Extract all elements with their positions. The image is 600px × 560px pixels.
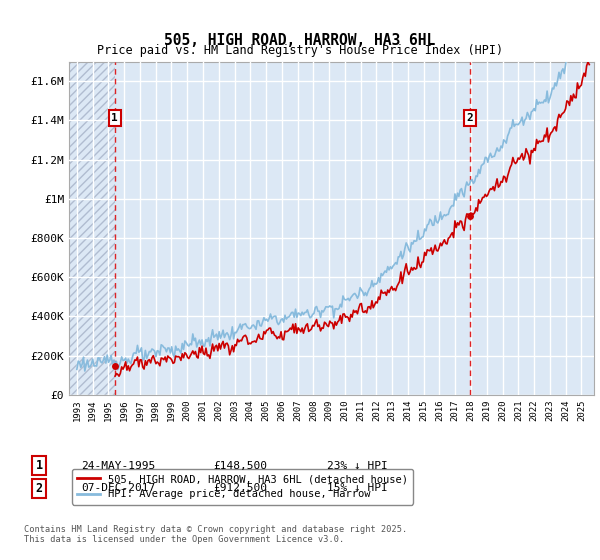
Text: Contains HM Land Registry data © Crown copyright and database right 2025.
This d: Contains HM Land Registry data © Crown c…	[24, 525, 407, 544]
Text: 24-MAY-1995: 24-MAY-1995	[81, 461, 155, 471]
Text: £912,500: £912,500	[213, 483, 267, 493]
Bar	[69, 62, 115, 395]
Text: 07-DEC-2017: 07-DEC-2017	[81, 483, 155, 493]
Text: 2: 2	[467, 113, 473, 123]
Legend: 505, HIGH ROAD, HARROW, HA3 6HL (detached house), HPI: Average price, detached h: 505, HIGH ROAD, HARROW, HA3 6HL (detache…	[71, 469, 413, 505]
Text: 505, HIGH ROAD, HARROW, HA3 6HL: 505, HIGH ROAD, HARROW, HA3 6HL	[164, 33, 436, 48]
Text: £148,500: £148,500	[213, 461, 267, 471]
Text: Price paid vs. HM Land Registry's House Price Index (HPI): Price paid vs. HM Land Registry's House …	[97, 44, 503, 57]
Text: 2: 2	[35, 482, 43, 495]
Text: 1: 1	[112, 113, 118, 123]
Text: 23% ↓ HPI: 23% ↓ HPI	[327, 461, 388, 471]
Text: 15% ↓ HPI: 15% ↓ HPI	[327, 483, 388, 493]
Text: 1: 1	[35, 459, 43, 473]
